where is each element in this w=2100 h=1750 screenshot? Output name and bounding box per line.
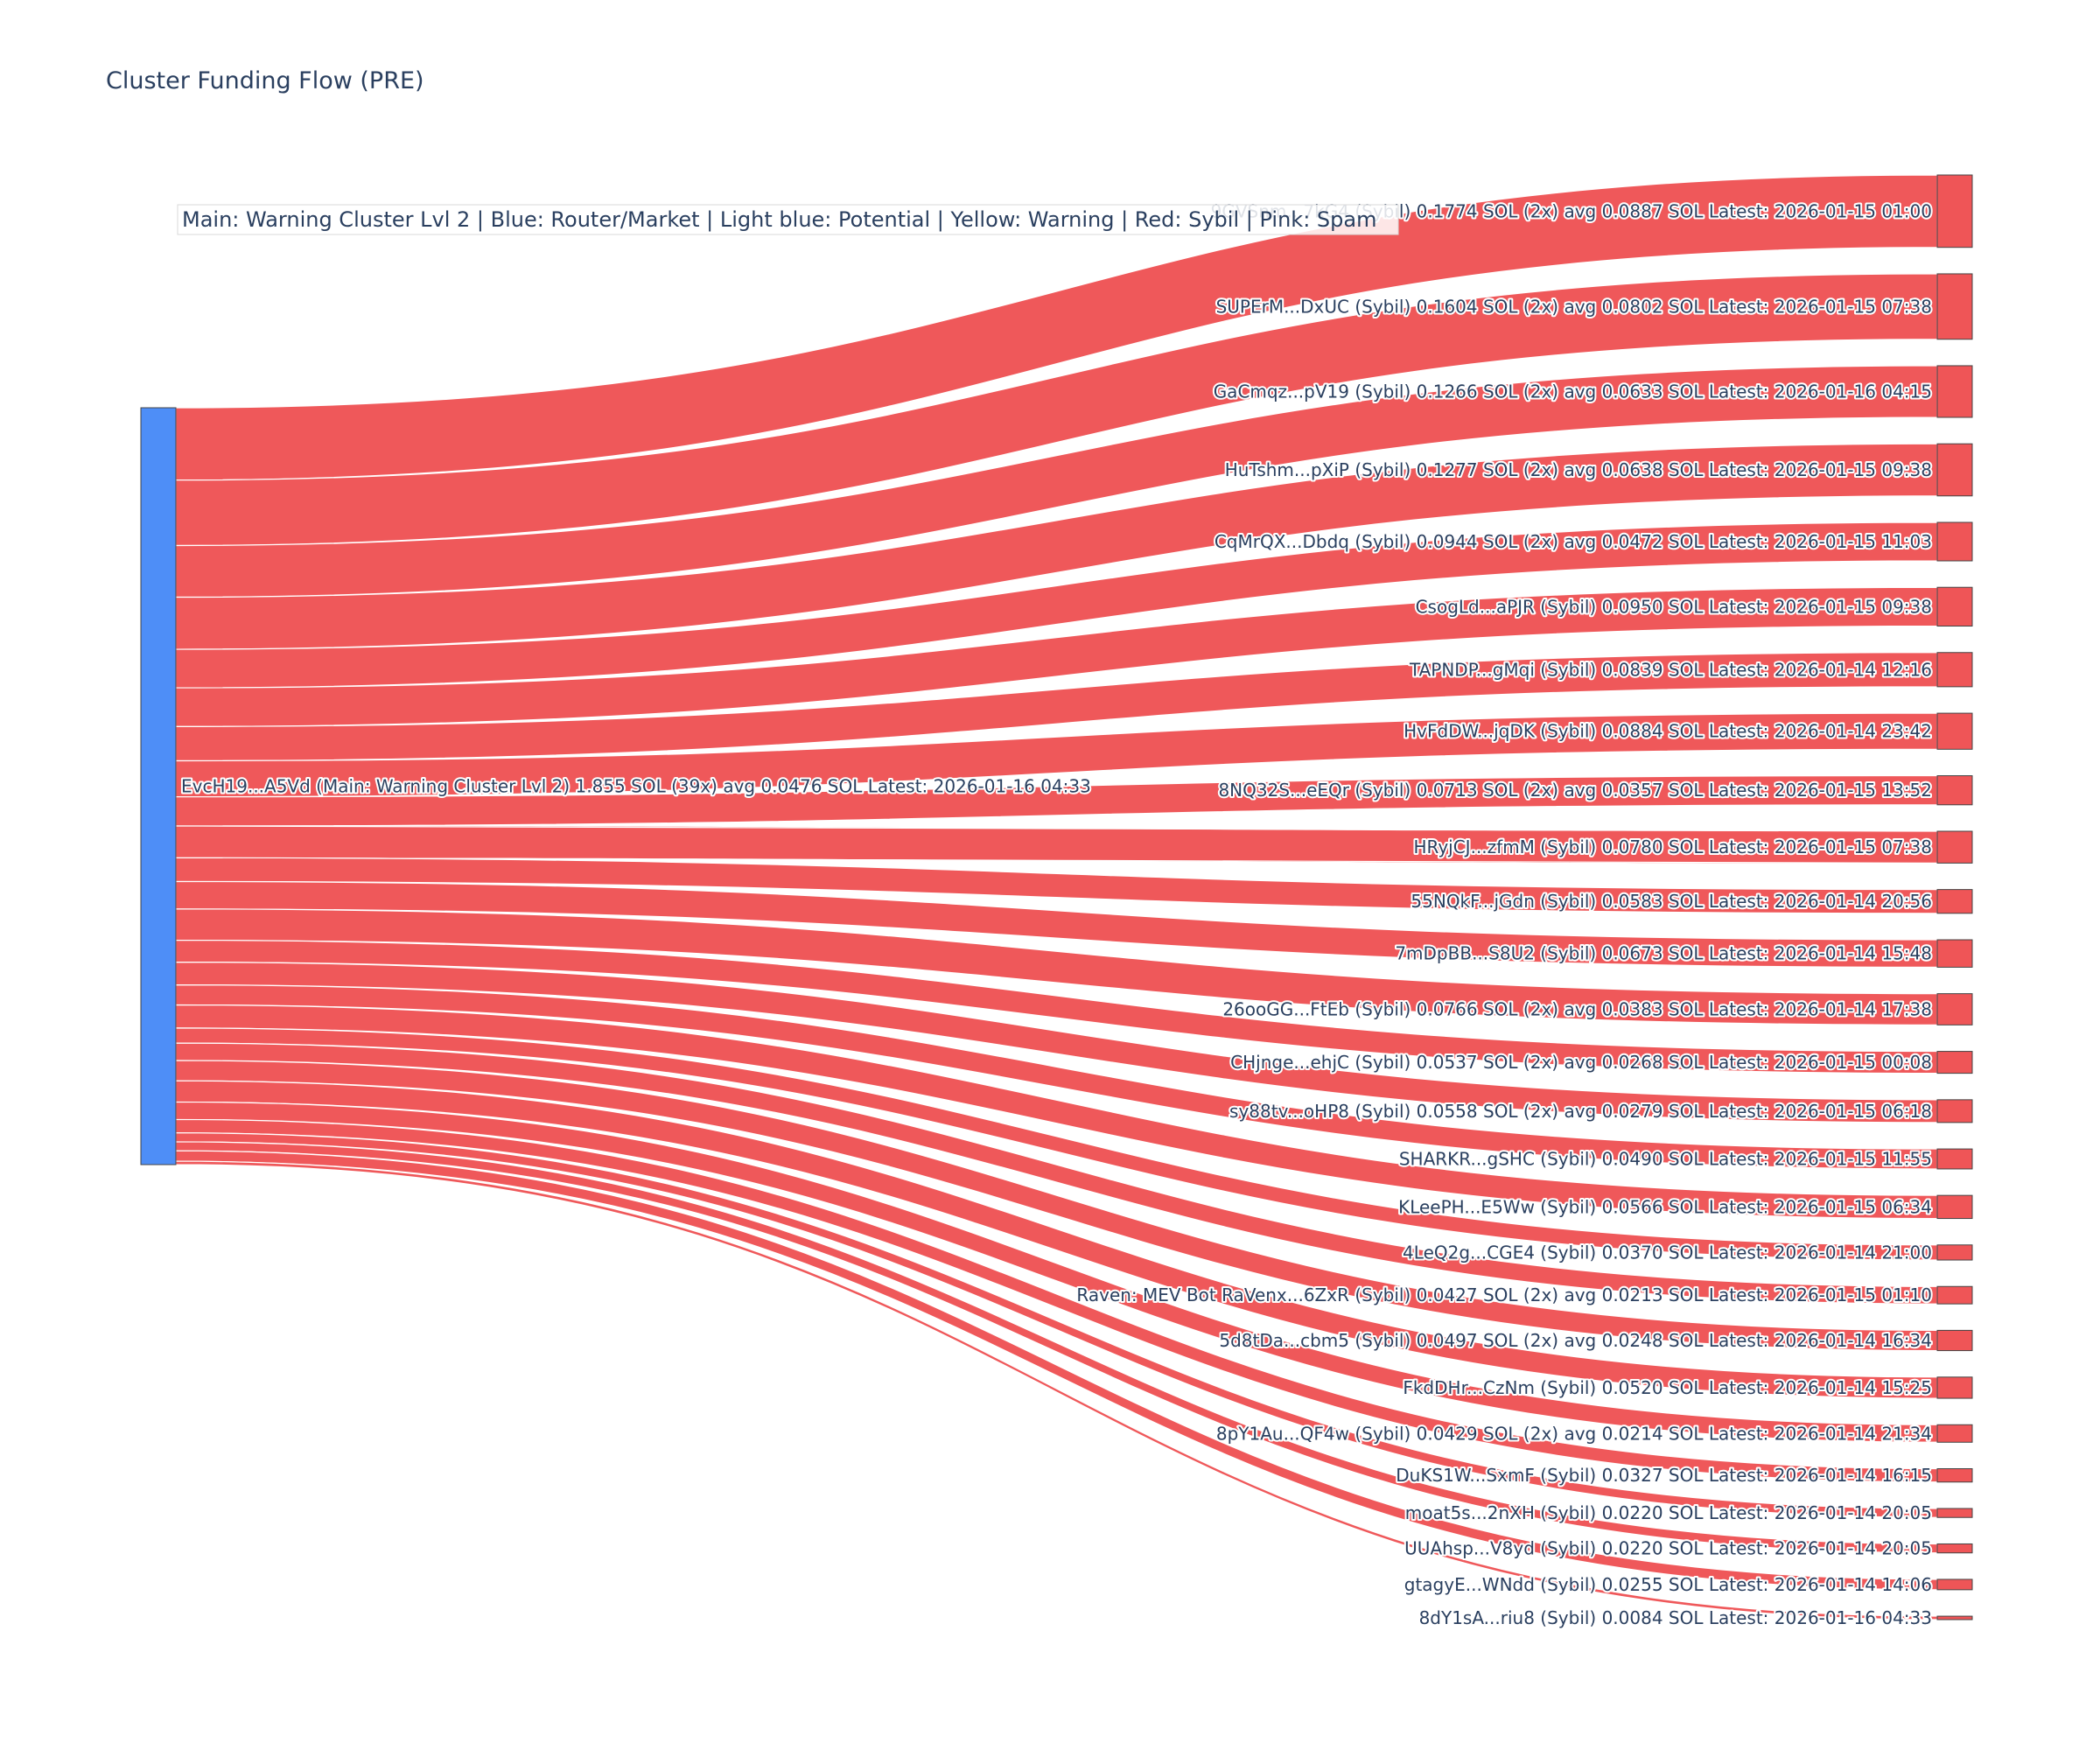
- target-node: [1936, 1543, 1973, 1554]
- target-node: [1936, 1099, 1973, 1124]
- target-node-label: 4LeQ2g...CGE4 (Sybil) 0.0370 SOL Latest:…: [1403, 1242, 1932, 1263]
- target-node-label: 26ooGG...FtEb (Sybil) 0.0766 SOL (2x) av…: [1222, 998, 1932, 1019]
- target-node-label: 8dY1sA...riu8 (Sybil) 0.0084 SOL Latest:…: [1419, 1607, 1932, 1628]
- target-node-label: 8NQ32S...eEQr (Sybil) 0.0713 SOL (2x) av…: [1218, 780, 1932, 801]
- target-node-label: sy88tv...oHP8 (Sybil) 0.0558 SOL (2x) av…: [1229, 1101, 1932, 1122]
- target-node: [1936, 586, 1973, 627]
- nodes-layer: [140, 174, 1973, 1620]
- target-node-label: CqMrQX...Dbdq (Sybil) 0.0944 SOL (2x) av…: [1214, 531, 1932, 552]
- target-node-label: 8pY1Au...QF4w (Sybil) 0.0429 SOL (2x) av…: [1216, 1423, 1932, 1444]
- target-node: [1936, 1194, 1973, 1220]
- target-node-label: HvFdDW...jqDK (Sybil) 0.0884 SOL Latest:…: [1404, 721, 1932, 742]
- target-node: [1936, 775, 1973, 806]
- target-node: [1936, 889, 1973, 914]
- target-node: [1936, 1051, 1973, 1074]
- target-node: [1936, 365, 1973, 418]
- target-node-label: HRyjCJ...zfmM (Sybil) 0.0780 SOL Latest:…: [1413, 836, 1932, 858]
- target-node-label: HuTshm...pXiP (Sybil) 0.1277 SOL (2x) av…: [1225, 459, 1932, 480]
- target-node-label: SUPErM...DxUC (Sybil) 0.1604 SOL (2x) av…: [1216, 296, 1932, 317]
- target-node-label: KLeePH...E5Ww (Sybil) 0.0566 SOL Latest:…: [1398, 1196, 1932, 1217]
- target-node-label: SHARKR...gSHC (Sybil) 0.0490 SOL Latest:…: [1399, 1149, 1932, 1170]
- target-node: [1936, 1424, 1973, 1443]
- target-node: [1936, 1329, 1973, 1352]
- target-node-label: 55NQkF...jGdn (Sybil) 0.0583 SOL Latest:…: [1410, 891, 1932, 912]
- target-node: [1936, 1244, 1973, 1261]
- target-node: [1936, 273, 1973, 340]
- chart-title: Cluster Funding Flow (PRE): [106, 67, 424, 94]
- target-node-label: 5d8tDa...cbm5 (Sybil) 0.0497 SOL (2x) av…: [1219, 1330, 1932, 1351]
- links-layer: [175, 174, 1938, 1620]
- target-node: [1936, 712, 1973, 750]
- target-node: [1936, 939, 1973, 968]
- target-node: [1936, 1615, 1973, 1620]
- target-node: [1936, 1285, 1973, 1305]
- target-node-label: CsogLd...aPJR (Sybil) 0.0950 SOL Latest:…: [1416, 596, 1932, 617]
- target-node-label: CHjnge...ehjC (Sybil) 0.0537 SOL (2x) av…: [1230, 1052, 1932, 1073]
- annotation-text: Main: Warning Cluster Lvl 2 | Blue: Rout…: [182, 207, 1376, 232]
- target-node: [1936, 993, 1973, 1026]
- target-node-label: GaCmqz...pV19 (Sybil) 0.1266 SOL (2x) av…: [1214, 381, 1932, 402]
- target-node: [1936, 522, 1973, 562]
- target-node: [1936, 1376, 1973, 1399]
- target-node: [1936, 174, 1973, 248]
- target-node: [1936, 1578, 1973, 1591]
- target-node: [1936, 1508, 1973, 1518]
- target-node-label: Raven: MEV Bot RaVenx...6ZxR (Sybil) 0.0…: [1076, 1284, 1932, 1306]
- target-node-label: moat5s...2nXH (Sybil) 0.0220 SOL Latest:…: [1405, 1502, 1932, 1523]
- labels-layer: 9GVSnm...7kG4 (Sybil) 0.1774 SOL (2x) av…: [179, 199, 1934, 1630]
- legend-annotation: Main: Warning Cluster Lvl 2 | Blue: Rout…: [177, 204, 1399, 235]
- target-node-label: gtagyE...WNdd (Sybil) 0.0255 SOL Latest:…: [1404, 1574, 1932, 1595]
- source-node-label: EvcH19...A5Vd (Main: Warning Cluster Lvl…: [181, 776, 1091, 797]
- target-node-label: DuKS1W...SxmF (Sybil) 0.0327 SOL Latest:…: [1396, 1465, 1932, 1486]
- target-node-label: UUAhsp...V8yd (Sybil) 0.0220 SOL Latest:…: [1404, 1538, 1932, 1559]
- annotation-box: [177, 204, 1399, 235]
- target-node: [1936, 830, 1973, 864]
- target-node: [1936, 1148, 1973, 1170]
- target-node: [1936, 443, 1973, 497]
- target-node-label: FkdDHr...CzNm (Sybil) 0.0520 SOL Latest:…: [1403, 1377, 1932, 1398]
- target-node: [1936, 652, 1973, 688]
- source-node: [140, 407, 177, 1166]
- target-node: [1936, 1468, 1973, 1483]
- target-node-label: TAPNDP...gMqi (Sybil) 0.0839 SOL Latest:…: [1409, 659, 1932, 680]
- target-node-label: 7mDpBB...S8U2 (Sybil) 0.0673 SOL Latest:…: [1395, 943, 1932, 964]
